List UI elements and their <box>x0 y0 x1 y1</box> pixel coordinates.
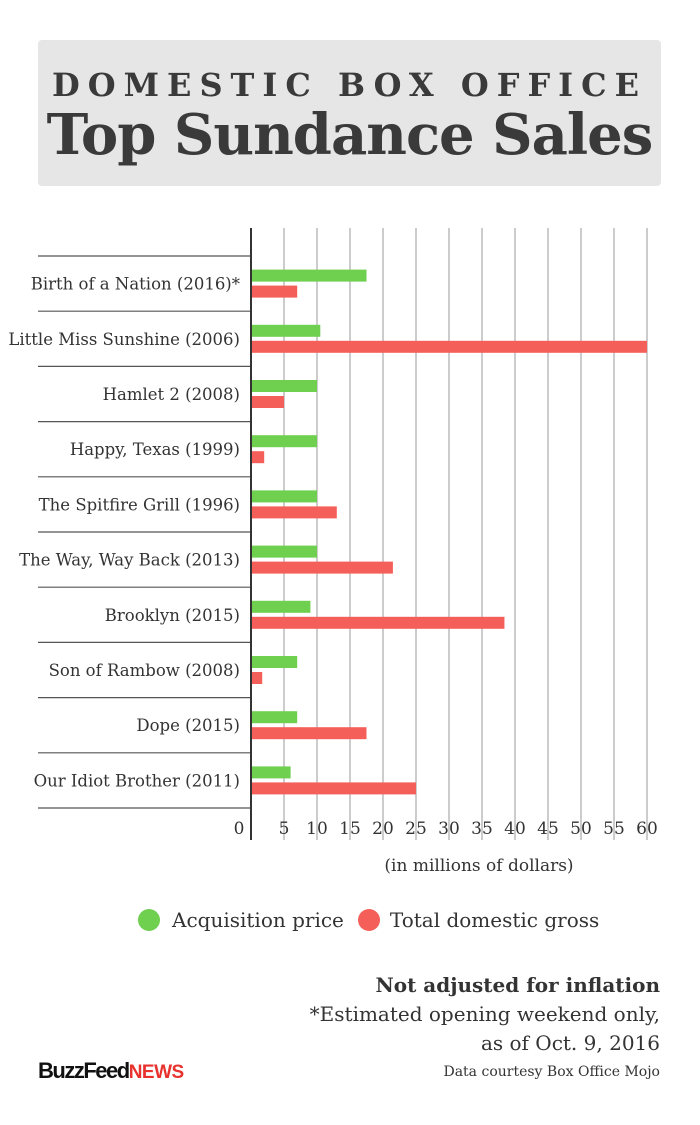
bar-gross <box>251 285 298 298</box>
bar-acquisition <box>251 269 367 282</box>
category-label: Birth of a Nation (2016)* <box>31 275 240 294</box>
legend-label-acquisition: Acquisition price <box>172 908 344 932</box>
legend-swatch-acquisition <box>138 909 160 931</box>
x-tick-label: 55 <box>603 819 625 839</box>
category-label: Little Miss Sunshine (2006) <box>8 330 240 349</box>
chart-notes: Not adjusted for inflation *Estimated op… <box>310 970 660 1080</box>
note-date: as of Oct. 9, 2016 <box>480 1031 660 1055</box>
bar-gross <box>251 506 337 519</box>
bar-gross <box>251 616 505 629</box>
bar-acquisition <box>251 711 298 724</box>
x-tick-label: 30 <box>438 819 460 839</box>
x-tick-label: 20 <box>372 819 394 839</box>
chart-title: Top Sundance Sales <box>46 102 654 168</box>
legend-label-gross: Total domestic gross <box>389 908 600 932</box>
x-tick-label: 45 <box>537 819 559 839</box>
x-tick-label: 25 <box>405 819 427 839</box>
bar-acquisition <box>251 545 317 558</box>
category-label: The Spitfire Grill (1996) <box>39 495 240 514</box>
x-tick-label: 50 <box>570 819 592 839</box>
category-label: Brooklyn (2015) <box>105 606 240 625</box>
bar-gross <box>251 396 284 408</box>
note-inflation: Not adjusted for inflation <box>375 973 660 997</box>
x-tick-label: 15 <box>339 819 361 839</box>
bar-acquisition <box>251 324 321 337</box>
x-tick-label: 5 <box>279 819 290 839</box>
bar-gross <box>251 782 416 795</box>
logo-buzzfeed: BuzzFeed <box>38 1058 130 1083</box>
x-tick-label: 10 <box>306 819 328 839</box>
bar-acquisition <box>251 766 291 779</box>
legend: Acquisition price Total domestic gross <box>138 907 599 933</box>
header-box: DOMESTIC BOX OFFICE Top Sundance Sales <box>38 40 661 186</box>
grid-lines <box>283 228 648 840</box>
buzzfeed-news-logo: BuzzFeedNEWS <box>38 1058 184 1084</box>
bar-acquisition <box>251 490 317 503</box>
bar-gross <box>251 672 263 684</box>
x-tick-label: 0 <box>234 819 245 839</box>
category-label: The Way, Way Back (2013) <box>19 551 240 570</box>
bar-acquisition <box>251 380 317 392</box>
bar-gross <box>251 727 367 740</box>
x-tick-label: 60 <box>636 819 658 839</box>
x-tick-label: 35 <box>471 819 493 839</box>
category-label: Our Idiot Brother (2011) <box>34 771 240 790</box>
category-label: Dope (2015) <box>136 716 240 735</box>
category-label: Son of Rambow (2008) <box>49 661 240 680</box>
x-axis-label: (in millions of dollars) <box>384 856 573 876</box>
bar-gross <box>251 561 393 574</box>
category-separators <box>38 255 251 809</box>
chart-kicker: DOMESTIC BOX OFFICE <box>52 66 647 104</box>
bar-gross <box>251 340 647 353</box>
legend-swatch-gross <box>357 909 380 931</box>
x-tick-label: 40 <box>504 819 526 839</box>
note-estimated: *Estimated opening weekend only, <box>309 1002 660 1026</box>
category-label: Hamlet 2 (2008) <box>103 385 240 404</box>
logo-news: NEWS <box>128 1062 185 1083</box>
bar-gross <box>251 451 265 464</box>
bar-acquisition <box>251 656 298 668</box>
category-label: Happy, Texas (1999) <box>70 440 240 459</box>
x-tick-labels: 0 5 10 15 20 25 30 35 40 45 50 55 60 <box>234 819 658 839</box>
bar-acquisition <box>251 435 317 448</box>
bar-chart: Birth of a Nation (2016)* Little Miss Sun… <box>8 228 658 876</box>
category-labels: Birth of a Nation (2016)* Little Miss Sun… <box>8 275 240 791</box>
data-credit: Data courtesy Box Office Mojo <box>443 1064 660 1080</box>
bars <box>251 269 647 795</box>
bar-acquisition <box>251 600 311 613</box>
